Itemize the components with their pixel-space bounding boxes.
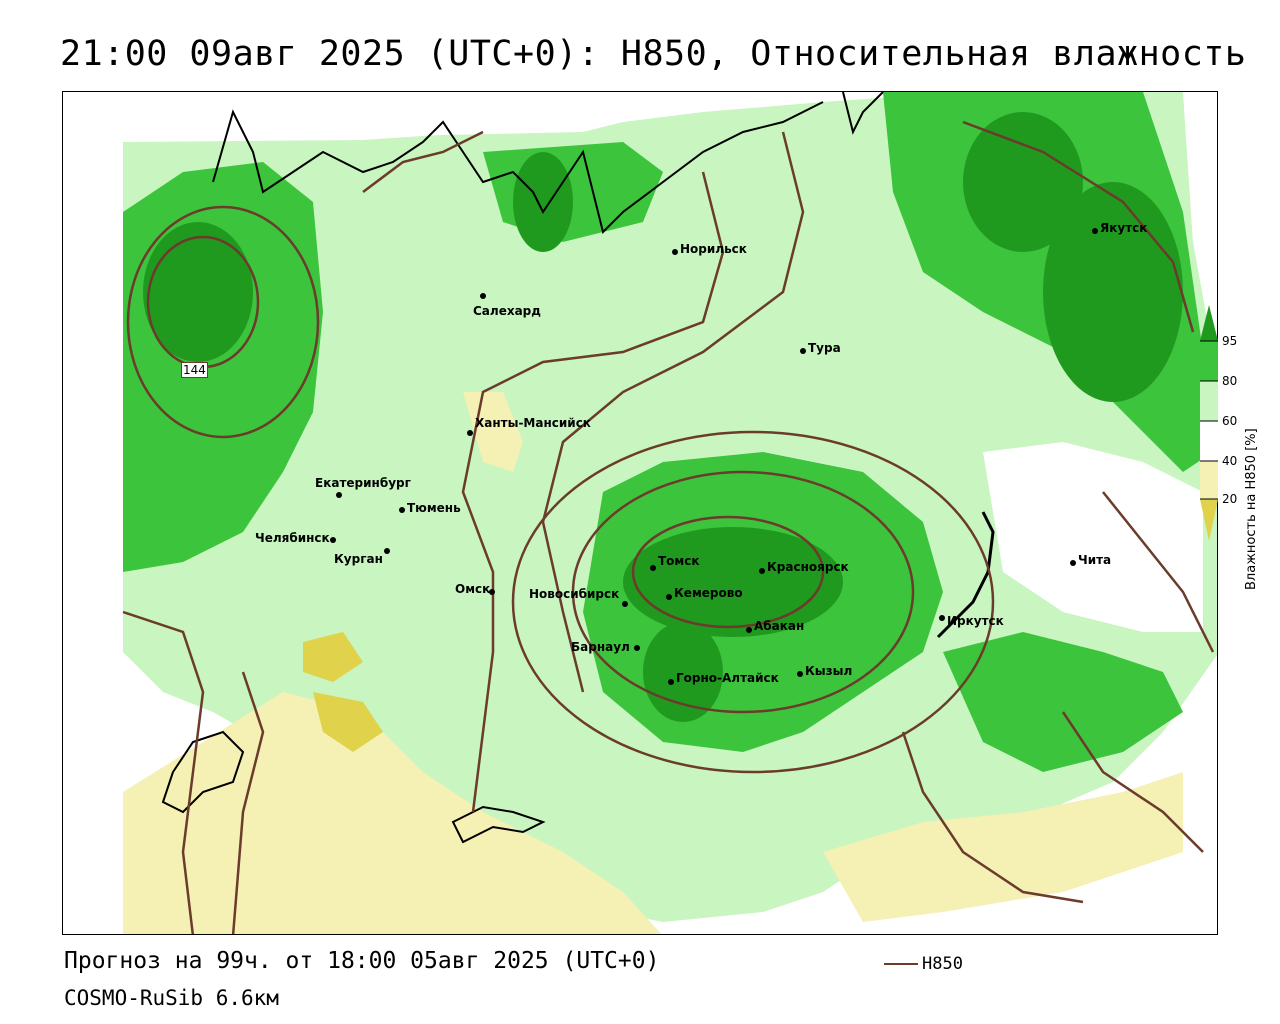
- h850-contour: [571, 470, 915, 714]
- city-label: Барнаул: [571, 640, 630, 654]
- humidity-gap: [63, 92, 123, 934]
- h850-contour: [461, 171, 725, 813]
- colorbar-segment: [1200, 341, 1218, 381]
- city-label: Кемерово: [674, 586, 743, 600]
- city-dot: [666, 594, 672, 600]
- colorbar-bottom-arrow: [1200, 499, 1218, 541]
- colorbar-top-arrow: [1200, 305, 1218, 341]
- city-label: Тура: [808, 341, 841, 355]
- city-dot: [746, 627, 752, 633]
- h850-contour: [122, 610, 205, 934]
- coastline: [212, 101, 824, 234]
- colorbar-segment: [1200, 461, 1218, 499]
- city-label: Челябинск: [255, 531, 330, 545]
- city-dot: [800, 348, 806, 354]
- colorbar-segment: [1200, 421, 1218, 461]
- city-label: Кызыл: [805, 664, 853, 678]
- city-dot: [330, 537, 336, 543]
- city-label: Чита: [1078, 553, 1112, 567]
- map-canvas: [63, 92, 1217, 934]
- city-label: Якутск: [1100, 221, 1148, 235]
- h850-contour: [1102, 491, 1215, 653]
- dry-area: [303, 632, 363, 682]
- h850-contour: [962, 120, 1195, 333]
- city-dot: [668, 679, 674, 685]
- forecast-info: Прогноз на 99ч. от 18:00 05авг 2025 (UTC…: [64, 948, 660, 974]
- city-dot: [1092, 228, 1098, 234]
- h850-contour: [362, 130, 484, 193]
- city-label: Тюмень: [407, 501, 461, 515]
- colorbar-title: Влажность на H850 [%]: [1244, 428, 1259, 590]
- humidity-area-medium: [943, 632, 1183, 772]
- humidity-gap: [123, 92, 683, 142]
- city-label: Норильск: [680, 242, 747, 256]
- colorbar-tick: 95: [1222, 334, 1238, 348]
- city-dot: [480, 293, 486, 299]
- humidity-map: 144 Норильск Якутск Салехард Тура Ханты-…: [62, 91, 1218, 935]
- h850-contour: [1061, 711, 1204, 853]
- model-name: COSMO-RuSib 6.6км: [64, 986, 279, 1010]
- city-label: Ханты-Мансийск: [475, 416, 591, 430]
- city-dot: [1070, 560, 1076, 566]
- h850-contour: [231, 671, 265, 934]
- colorbar-tick: 80: [1222, 374, 1238, 388]
- colorbar-tick: 40: [1222, 454, 1238, 468]
- h850-contour: [901, 731, 1084, 904]
- colorbar-segment: [1200, 381, 1218, 421]
- city-dot: [384, 548, 390, 554]
- colorbar: [1200, 305, 1218, 541]
- city-label: Горно-Алтайск: [676, 671, 779, 685]
- city-label: Иркутск: [947, 614, 1004, 628]
- city-dot: [399, 507, 405, 513]
- lake-baikal: [936, 511, 995, 639]
- humidity-gap: [983, 442, 1203, 632]
- city-dot: [759, 568, 765, 574]
- city-dot: [672, 249, 678, 255]
- city-label: Новосибирск: [529, 587, 620, 601]
- humidity-area-dark: [1043, 182, 1183, 402]
- h850-contour: [541, 131, 805, 693]
- city-label: Абакан: [754, 619, 805, 633]
- city-dot: [336, 492, 342, 498]
- city-dot: [650, 565, 656, 571]
- dry-area: [823, 772, 1183, 922]
- colorbar-tick: 60: [1222, 414, 1238, 428]
- city-dot: [467, 430, 473, 436]
- city-label: Томск: [658, 554, 700, 568]
- humidity-area-dark: [513, 152, 573, 252]
- city-label: Курган: [334, 552, 383, 566]
- coastline: [842, 92, 884, 135]
- h850-contour: [511, 430, 995, 774]
- city-label: Салехард: [473, 304, 541, 318]
- city-dot: [634, 645, 640, 651]
- city-dot: [489, 589, 495, 595]
- coastline: [451, 805, 546, 844]
- h850-legend-label: H850: [922, 954, 963, 974]
- humidity-gap: [1183, 92, 1217, 270]
- humidity-area-dark: [963, 112, 1083, 252]
- humidity-area-dark: [143, 222, 253, 362]
- map-title: 21:00 09авг 2025 (UTC+0): H850, Относите…: [60, 34, 1247, 74]
- city-label: Красноярск: [767, 560, 849, 574]
- city-dot: [622, 601, 628, 607]
- h850-contour-label: 144: [181, 362, 208, 378]
- h850-contour: [126, 205, 320, 439]
- city-dot: [939, 615, 945, 621]
- coastline: [161, 730, 245, 814]
- h850-legend-line: [884, 963, 918, 965]
- city-label: Екатеринбург: [315, 476, 411, 490]
- dry-area: [313, 692, 383, 752]
- colorbar-tick: 20: [1222, 492, 1238, 506]
- humidity-area-dark: [623, 527, 843, 637]
- city-dot: [797, 671, 803, 677]
- h850-contour: [631, 515, 825, 629]
- city-label: Омск: [455, 582, 491, 596]
